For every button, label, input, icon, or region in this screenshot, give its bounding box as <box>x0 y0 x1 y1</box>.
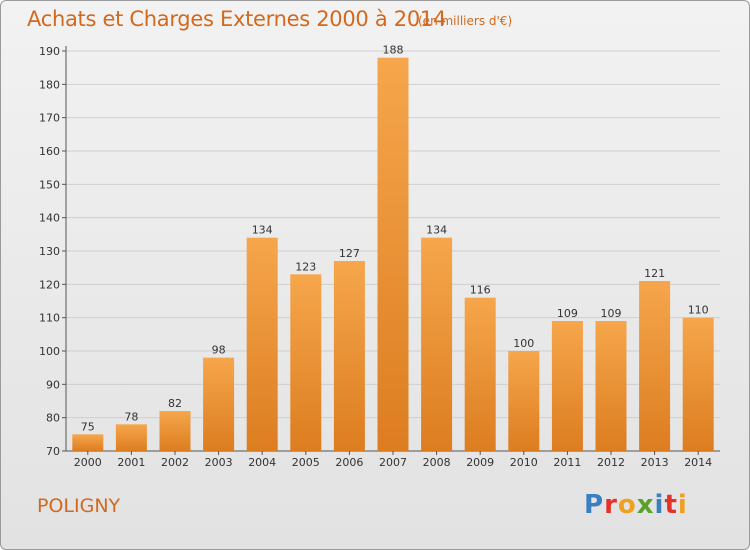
x-tick-label-2006: 2006 <box>335 456 363 469</box>
y-tick-label: 140 <box>39 212 60 225</box>
logo-letter: i <box>654 490 665 520</box>
x-tick-label-2003: 2003 <box>205 456 233 469</box>
y-tick-label: 110 <box>39 312 60 325</box>
bar-2003 <box>203 357 235 451</box>
logo-letter: t <box>664 490 678 520</box>
bar-2000 <box>72 434 104 451</box>
y-tick-label: 70 <box>46 445 60 458</box>
logo-letter: o <box>617 490 637 520</box>
x-tick-label-2002: 2002 <box>161 456 189 469</box>
y-tick-label: 90 <box>46 378 60 391</box>
logo-letter: r <box>604 490 618 520</box>
data-label-2009: 116 <box>470 284 491 297</box>
data-label-2011: 109 <box>557 307 578 320</box>
logo-letter: i <box>677 490 688 520</box>
labels: 75 2000 78 2001 82 2002 98 2003 134 2004 123 2005 12… <box>74 44 712 469</box>
y-tick-label: 170 <box>39 112 60 125</box>
bar-2010 <box>508 351 540 451</box>
data-label-2013: 121 <box>644 267 665 280</box>
x-tick-label-2001: 2001 <box>117 456 145 469</box>
y-tick-label: 180 <box>39 78 60 91</box>
x-tick-label-2000: 2000 <box>74 456 102 469</box>
data-label-2006: 127 <box>339 247 360 260</box>
x-tick-label-2014: 2014 <box>684 456 712 469</box>
data-label-2014: 110 <box>688 304 709 317</box>
x-tick-label-2007: 2007 <box>379 456 407 469</box>
bar-2012 <box>595 321 627 451</box>
y-tick-label: 160 <box>39 145 60 158</box>
data-label-2000: 75 <box>81 420 95 433</box>
bar-2004 <box>246 237 278 451</box>
data-label-2012: 109 <box>601 307 622 320</box>
bar-2007 <box>377 57 409 452</box>
bar-2001 <box>115 424 147 451</box>
x-tick-label-2008: 2008 <box>423 456 451 469</box>
x-tick-label-2009: 2009 <box>466 456 494 469</box>
data-label-2007: 188 <box>383 44 404 57</box>
chart-subtitle: (en milliers d'€) <box>418 14 513 28</box>
data-label-2005: 123 <box>295 260 316 273</box>
bar-2008 <box>421 237 453 451</box>
x-tick-label-2010: 2010 <box>510 456 538 469</box>
logo-letter: x <box>636 490 655 520</box>
data-label-2004: 134 <box>252 224 273 237</box>
x-tick-label-2005: 2005 <box>292 456 320 469</box>
y-tick-label: 120 <box>39 278 60 291</box>
bar-2006 <box>333 261 365 451</box>
chart-title: Achats et Charges Externes 2000 à 2014 <box>27 7 447 31</box>
x-tick-label-2012: 2012 <box>597 456 625 469</box>
data-label-2001: 78 <box>124 410 138 423</box>
bars <box>72 57 714 452</box>
data-label-2002: 82 <box>168 397 182 410</box>
y-tick-label: 150 <box>39 178 60 191</box>
y-tick-label: 80 <box>46 412 60 425</box>
data-label-2010: 100 <box>513 337 534 350</box>
y-tick-label: 130 <box>39 245 60 258</box>
data-label-2003: 98 <box>212 344 226 357</box>
bar-2011 <box>551 321 583 451</box>
y-tick-label: 100 <box>39 345 60 358</box>
bar-2014 <box>682 317 714 451</box>
bar-2002 <box>159 411 191 451</box>
x-tick-label-2013: 2013 <box>641 456 669 469</box>
bar-2009 <box>464 297 496 451</box>
logo-letter: P <box>584 490 605 520</box>
proxiti-logo: Proxiti <box>584 490 688 520</box>
data-label-2008: 134 <box>426 224 447 237</box>
x-tick-label-2011: 2011 <box>553 456 581 469</box>
y-tick-label: 190 <box>39 45 60 58</box>
commune-name: POLIGNY <box>37 495 121 517</box>
x-tick-label-2004: 2004 <box>248 456 276 469</box>
bar-2013 <box>639 281 671 451</box>
bar-2005 <box>290 274 322 451</box>
